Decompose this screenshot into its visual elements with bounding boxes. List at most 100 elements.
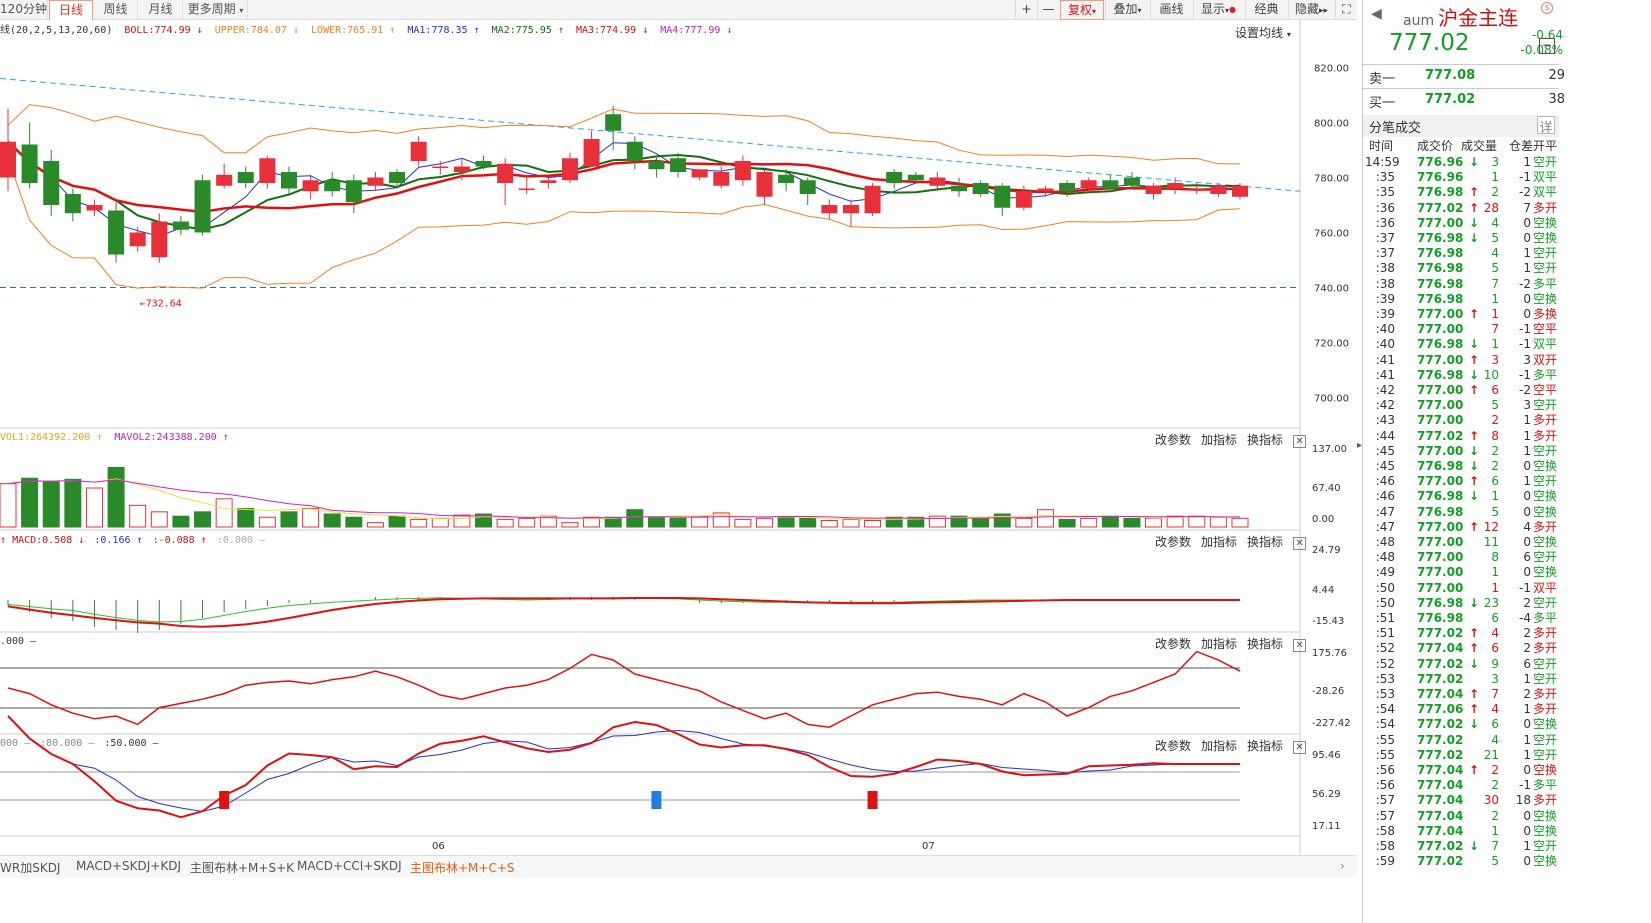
prev-contract-icon[interactable]: ◀ bbox=[1371, 6, 1382, 22]
display-dropdown[interactable]: 显示▾● bbox=[1193, 0, 1243, 20]
boll-value: BOLL:774.99 ↓ bbox=[124, 25, 203, 36]
trade-direction-icon: ↑ bbox=[1469, 626, 1480, 641]
price-axis: 820.00 800.00 780.00 760.00 740.00 720.00 700.… bbox=[432, 64, 1351, 853]
template-tab[interactable]: WR加SKDJ bbox=[0, 861, 61, 875]
dif-text: :0.166 bbox=[94, 535, 131, 546]
add-indicator-button[interactable]: 加指标 bbox=[1201, 535, 1238, 549]
swap-indicator-button[interactable]: 换指标 bbox=[1247, 535, 1284, 549]
trade-row: :38 776.98 7 -2 多平 bbox=[1365, 277, 1561, 292]
trade-direction-icon: ↓ bbox=[1469, 595, 1480, 610]
edit-params-button[interactable]: 改参数 bbox=[1155, 433, 1192, 447]
close-icon[interactable]: ✕ bbox=[1293, 435, 1307, 448]
trade-price: 777.00 bbox=[1417, 474, 1464, 489]
indicator-tick: -227.42 bbox=[1312, 718, 1351, 729]
price-tick: 800.00 bbox=[1314, 119, 1349, 130]
info-icon[interactable]: $ bbox=[1541, 2, 1553, 14]
trade-price: 776.96 bbox=[1417, 170, 1464, 185]
template-tab-active[interactable]: 主图布林+M+C+S bbox=[410, 861, 515, 875]
volume-bar bbox=[777, 516, 795, 528]
candle-down bbox=[172, 221, 189, 230]
fullscreen-icon[interactable]: ⛶ bbox=[1335, 0, 1357, 20]
volume-bar bbox=[453, 514, 471, 528]
trade-volume: 11 bbox=[1483, 535, 1499, 549]
candle-down bbox=[1123, 177, 1140, 186]
swap-indicator-button[interactable]: 换指标 bbox=[1247, 739, 1284, 753]
fuquan-dropdown[interactable]: 复权▾ bbox=[1060, 0, 1104, 20]
draw-line-button[interactable]: 画线 bbox=[1150, 0, 1192, 20]
candle-down bbox=[648, 161, 665, 170]
trade-time: :35 bbox=[1375, 185, 1395, 200]
trade-row: :40 777.00 7 -1 空平 bbox=[1365, 322, 1561, 337]
period-tab-week[interactable]: 周线 bbox=[94, 0, 138, 20]
period-tab-day[interactable]: 日线 bbox=[49, 0, 93, 20]
hide-button[interactable]: 隐藏▸▸ bbox=[1288, 0, 1334, 20]
chart-area[interactable]: ←732.64 820.00 800.00 780.00 760.00 740.00 72… bbox=[0, 0, 1357, 855]
trade-direction-icon: ↓ bbox=[1469, 459, 1480, 473]
detail-button[interactable]: 详 bbox=[1537, 116, 1555, 136]
zoom-out-button[interactable]: — bbox=[1037, 0, 1059, 20]
trade-volume: 1 bbox=[1491, 170, 1499, 185]
scroll-right-icon[interactable]: › bbox=[1340, 859, 1345, 873]
trade-row: :37 776.98 ↓ 5 0 空换 bbox=[1365, 231, 1561, 246]
trade-time: :39 bbox=[1375, 307, 1395, 321]
trade-type: 多开 bbox=[1533, 428, 1558, 443]
template-tab[interactable]: MACD+SKDJ+KDJ bbox=[76, 859, 181, 873]
collapse-sidebar-icon[interactable]: ▸ bbox=[1357, 440, 1363, 451]
candle-up bbox=[583, 139, 600, 167]
volume-bar bbox=[885, 516, 903, 528]
edit-params-button[interactable]: 改参数 bbox=[1155, 535, 1192, 549]
template-tab[interactable]: 主图布林+M+S+K bbox=[190, 861, 295, 875]
trade-time: :55 bbox=[1375, 747, 1395, 762]
ma2-text: MA2:775.95 bbox=[491, 25, 552, 36]
trade-row: :51 777.02 ↑ 4 2 多开 bbox=[1365, 626, 1561, 641]
trade-row: :48 777.00 11 0 空换 bbox=[1365, 535, 1561, 550]
volume-bar bbox=[129, 504, 147, 528]
overlay-dropdown[interactable]: 叠加▾ bbox=[1105, 0, 1149, 20]
add-indicator-button[interactable]: 加指标 bbox=[1201, 637, 1238, 651]
volume-bar bbox=[972, 517, 990, 528]
ma3-value: MA3:774.99 ↓ bbox=[575, 25, 649, 36]
swap-indicator-button[interactable]: 换指标 bbox=[1247, 433, 1284, 447]
close-icon[interactable]: ✕ bbox=[1293, 537, 1307, 550]
ma-settings-dropdown[interactable]: 设置均线 ▾ bbox=[1235, 24, 1291, 41]
trade-volume: 2 bbox=[1491, 413, 1499, 428]
period-tab-month[interactable]: 月线 bbox=[139, 0, 183, 20]
ask-row: 卖一 777.08 29 bbox=[1369, 68, 1565, 90]
volume-bar bbox=[280, 511, 298, 528]
trade-type: 多开 bbox=[1533, 519, 1558, 534]
close-icon[interactable]: ✕ bbox=[1293, 639, 1307, 652]
volume-bar bbox=[410, 518, 428, 528]
more-periods-dropdown[interactable]: 更多周期 ▾ bbox=[184, 0, 248, 20]
zoom-in-button[interactable]: + bbox=[1015, 0, 1037, 20]
indicator-tick: 56.29 bbox=[1312, 789, 1341, 800]
trade-volume: 1 bbox=[1491, 337, 1499, 352]
trade-oi: 0 bbox=[1523, 854, 1531, 869]
trade-oi: 1 bbox=[1523, 155, 1531, 169]
candle-down bbox=[951, 185, 968, 192]
trade-row: :52 777.02 ↓ 9 6 空开 bbox=[1365, 657, 1561, 672]
trade-type: 空换 bbox=[1533, 459, 1558, 473]
add-indicator-button[interactable]: 加指标 bbox=[1201, 739, 1238, 753]
edit-params-button[interactable]: 改参数 bbox=[1155, 637, 1192, 651]
period-tab-120min[interactable]: 120分钟 bbox=[0, 0, 48, 20]
trade-time: :38 bbox=[1375, 261, 1395, 276]
template-tab[interactable]: MACD+CCI+SKDJ bbox=[297, 859, 402, 873]
trade-row: :47 777.00 ↑ 12 4 多开 bbox=[1365, 520, 1561, 535]
candle-down bbox=[778, 174, 795, 183]
add-indicator-button[interactable]: 加指标 bbox=[1201, 433, 1238, 447]
trade-time: :56 bbox=[1375, 778, 1395, 793]
swap-indicator-button[interactable]: 换指标 bbox=[1247, 637, 1284, 651]
volume-bar bbox=[518, 517, 536, 528]
minimize-icon[interactable]: − bbox=[1539, 38, 1555, 54]
close-icon[interactable]: ✕ bbox=[1293, 741, 1307, 754]
edit-params-button[interactable]: 改参数 bbox=[1155, 739, 1192, 753]
divider bbox=[1363, 64, 1559, 65]
trade-time: :38 bbox=[1375, 276, 1395, 291]
volume-bar bbox=[496, 518, 514, 528]
trade-type: 多平 bbox=[1533, 611, 1558, 625]
trade-direction-icon: ↓ bbox=[1469, 839, 1480, 853]
classic-button[interactable]: 经典 bbox=[1245, 0, 1287, 20]
price-tick: 720.00 bbox=[1314, 339, 1349, 350]
dea-value: :-0.088 ↑ bbox=[152, 535, 207, 546]
trade-type: 空换 bbox=[1533, 717, 1558, 732]
